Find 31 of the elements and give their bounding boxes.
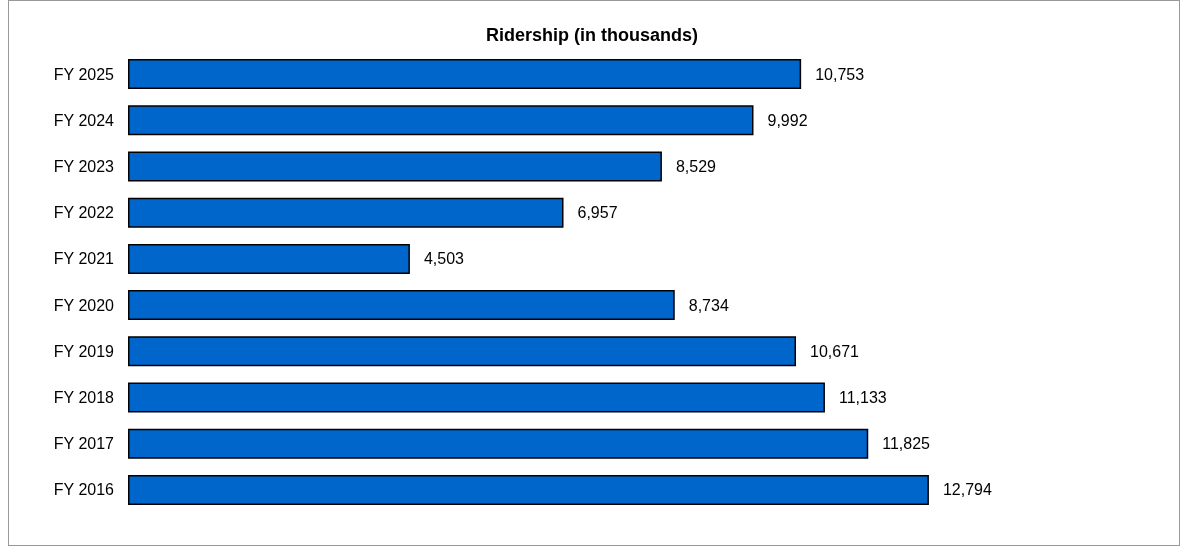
data-label: 4,503	[423, 250, 465, 268]
data-label: 10,671	[810, 342, 860, 360]
data-label: 11,825	[882, 435, 931, 453]
bar	[128, 243, 410, 274]
data-label: 12,794	[942, 481, 992, 499]
bar	[128, 336, 796, 367]
data-label: 11,133	[838, 389, 887, 406]
bar	[128, 59, 802, 90]
data-label: 9,992	[767, 111, 808, 129]
y-tick-label: FY 2023	[53, 158, 115, 175]
bar	[128, 290, 675, 321]
y-tick-label: FY 2020	[53, 296, 115, 314]
data-label: 8,734	[688, 296, 729, 314]
data-label: 8,529	[675, 158, 717, 175]
y-tick-label: FY 2022	[53, 204, 115, 222]
y-tick-label: FY 2025	[53, 65, 115, 83]
y-tick-label: FY 2019	[53, 342, 115, 360]
bar	[128, 382, 825, 413]
chart-title: Ridership (in thousands)	[485, 25, 699, 45]
data-label: 10,753	[815, 65, 865, 83]
y-tick-label: FY 2018	[53, 389, 115, 406]
y-tick-label: FY 2016	[53, 481, 115, 499]
bar	[128, 474, 929, 505]
y-tick-label: FY 2024	[53, 111, 115, 129]
bar	[128, 428, 869, 459]
bar	[128, 151, 662, 182]
y-tick-label: FY 2017	[53, 435, 115, 453]
bar	[128, 197, 564, 228]
bar	[128, 105, 754, 136]
y-tick-label: FY 2021	[53, 250, 115, 268]
data-label: 6,957	[577, 204, 618, 222]
